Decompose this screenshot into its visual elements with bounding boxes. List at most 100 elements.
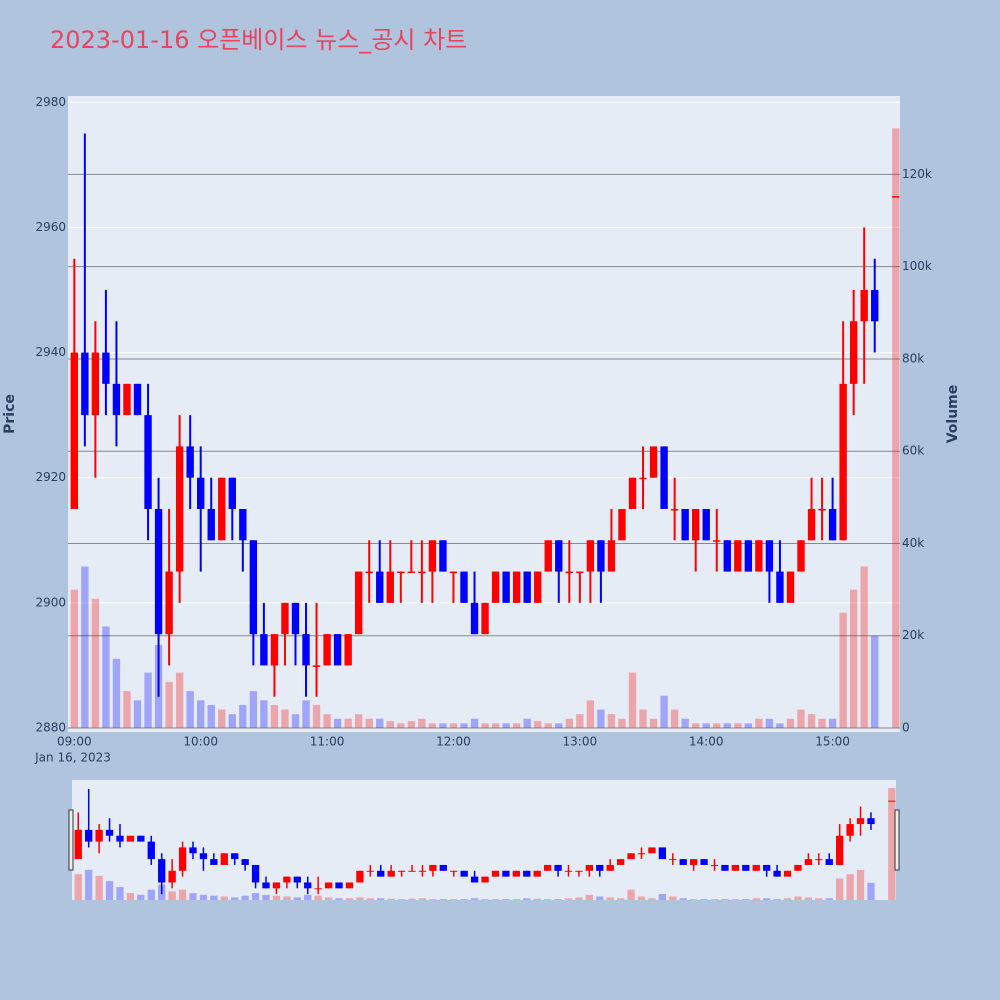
candle-body	[576, 571, 584, 574]
candle-body	[133, 383, 142, 416]
y-tick-label: 2920	[35, 470, 66, 484]
candle-body	[81, 352, 89, 416]
candle-body	[786, 571, 795, 603]
slider-handle[interactable]	[894, 809, 900, 871]
volume-bar	[165, 681, 173, 728]
x-tick-label: 11:00	[310, 735, 345, 749]
slider-volume-bar	[523, 898, 531, 900]
volume-bar	[744, 723, 753, 728]
slider-volume-bar	[397, 899, 406, 900]
slider-handle[interactable]	[68, 809, 74, 871]
candle-body	[871, 289, 879, 322]
slider-candle-body	[241, 859, 249, 865]
candle-body	[323, 634, 331, 666]
slider-volume-bar	[596, 896, 604, 900]
candle-body	[828, 508, 837, 541]
volume-bar	[692, 723, 700, 728]
candle-body	[481, 602, 489, 635]
volume-bar	[892, 128, 900, 728]
slider-candle-body	[752, 864, 760, 871]
candle-body	[692, 508, 700, 541]
slider-volume-bar	[199, 894, 208, 900]
volume-bar	[618, 718, 626, 728]
x-tick-label: 14:00	[689, 735, 724, 749]
slider-candle-body	[293, 876, 301, 883]
slider-candle-body	[220, 853, 228, 865]
candle-body	[428, 540, 437, 572]
candle-body	[112, 383, 121, 416]
slider-volume-bar	[314, 895, 322, 900]
y-tick-label: 2880	[35, 721, 66, 735]
slider-candle-body	[304, 882, 312, 889]
slider-candle-body	[460, 870, 468, 877]
candle-body	[491, 571, 500, 603]
volume-bar	[386, 721, 394, 728]
slider-volume-bar	[74, 874, 82, 900]
slider-candle-body	[283, 876, 291, 883]
y2-tick-label: 120k	[902, 167, 932, 181]
y2-tick-label: 100k	[902, 259, 932, 273]
slider-volume-bar	[846, 874, 854, 900]
candle-body	[218, 477, 226, 541]
slider-volume-bar	[710, 899, 719, 900]
slider-volume-bar	[648, 898, 656, 900]
candle-body	[586, 540, 595, 572]
slider-candle-body	[867, 818, 875, 825]
y-tick-label: 2900	[35, 595, 66, 609]
slider-volume-bar	[533, 898, 541, 900]
slider-candle-body	[377, 870, 385, 877]
slider-volume-bar	[460, 899, 468, 900]
volume-bar	[555, 723, 563, 728]
x-tick-label: 10:00	[183, 735, 218, 749]
x-tick-label: 12:00	[436, 735, 471, 749]
x-tick-label: 15:00	[815, 735, 850, 749]
slider-volume-bar	[418, 898, 427, 900]
volume-bar	[828, 718, 837, 728]
volume-bar	[681, 718, 689, 728]
slider-volume-bar	[856, 869, 865, 900]
volume-bar	[586, 700, 595, 728]
slider-candle-body	[564, 870, 573, 872]
volume-bar	[871, 635, 879, 728]
candle-body	[839, 383, 847, 541]
slider-volume-bar	[742, 899, 750, 900]
slider-volume-bar	[575, 897, 583, 900]
volume-bar	[818, 718, 826, 728]
candle-body	[544, 540, 552, 572]
volume-bar	[639, 709, 647, 728]
volume-bar	[365, 718, 373, 728]
slider-candle-body	[95, 829, 103, 842]
volume-bar	[207, 704, 215, 728]
slider-volume-bar	[564, 898, 573, 900]
volume-bar	[291, 714, 300, 728]
candle-body	[354, 571, 363, 635]
volume-bar	[839, 612, 847, 728]
slider-candle-body	[439, 864, 447, 871]
volume-bar	[397, 723, 405, 728]
candle-body	[70, 352, 79, 509]
candle-body	[302, 634, 310, 666]
candle-body	[597, 540, 605, 572]
slider-candle-body	[251, 864, 260, 883]
slider-candle-body	[710, 864, 719, 866]
slider-candle-body	[804, 859, 813, 865]
slider-volume-bar	[231, 897, 239, 900]
candle-body	[512, 571, 521, 603]
slider-volume-bar	[137, 894, 145, 900]
y-tick-label: 2960	[35, 220, 66, 234]
slider-volume-bar	[491, 899, 500, 900]
candle-body	[312, 665, 321, 667]
slider-volume-bar	[429, 899, 437, 900]
volume-bar	[534, 721, 542, 728]
slider-candle-body	[836, 835, 844, 865]
slider-volume-bar	[324, 897, 333, 900]
slider-candle-body	[721, 864, 729, 871]
slider-volume-bar	[679, 898, 687, 900]
slider-candle-body	[470, 876, 479, 883]
slider-volume-bar	[116, 887, 124, 900]
volume-bar	[354, 714, 363, 728]
chart-title: 2023-01-16 오픈베이스 뉴스_공시 차트	[50, 26, 467, 54]
slider-volume-bar	[773, 899, 781, 900]
slider-candle-body	[523, 870, 531, 877]
slider-candle-body	[418, 870, 427, 872]
